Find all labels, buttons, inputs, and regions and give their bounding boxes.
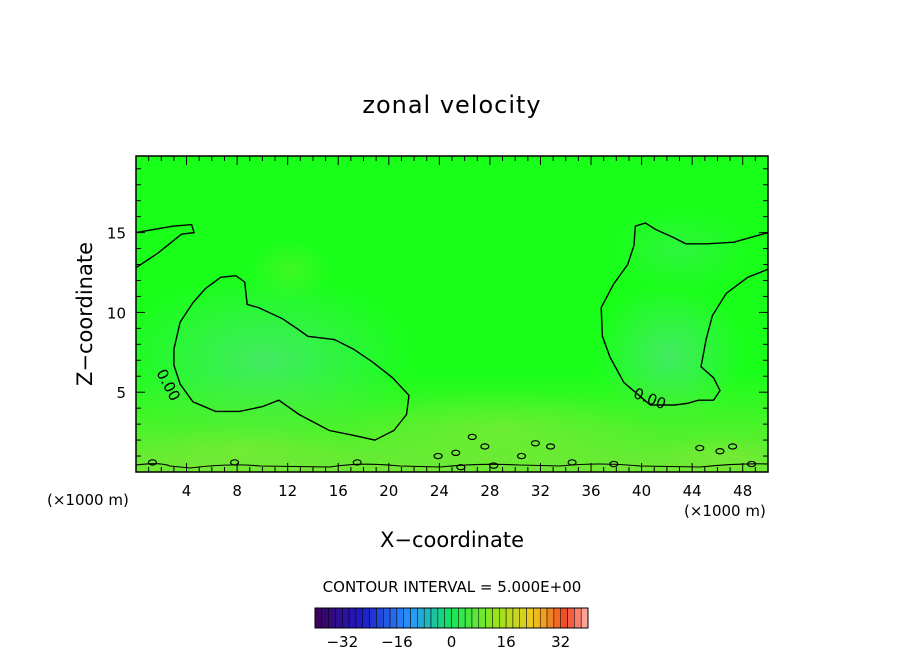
shade-surface-left xyxy=(136,425,350,472)
colorbar-frame xyxy=(314,607,589,629)
colorbar-segment xyxy=(355,607,364,629)
field-shading xyxy=(136,210,768,472)
colorbar xyxy=(314,607,589,629)
colorbar-segment xyxy=(369,607,377,629)
colorbar-segment xyxy=(328,607,336,629)
shade-upper-right xyxy=(610,210,750,290)
colorbar-tick-label: 16 xyxy=(497,633,516,651)
surface-contour-loop xyxy=(467,433,477,441)
colorbar-segment xyxy=(539,607,548,629)
colorbar-segment xyxy=(478,607,486,629)
y-tick-label: 5 xyxy=(116,384,126,402)
x-tick-label: 40 xyxy=(632,482,651,500)
y-tick-label: 15 xyxy=(107,225,126,243)
colorbar-segment xyxy=(430,607,439,629)
colorbar-segment xyxy=(471,607,480,629)
colorbar-tick-label: 0 xyxy=(447,633,457,651)
colorbar-segment xyxy=(437,607,445,629)
colorbar-segment xyxy=(423,607,432,629)
surface-contour-loop xyxy=(516,452,527,460)
x-tick-label: 24 xyxy=(430,482,449,500)
axis-ticks xyxy=(136,156,768,472)
surface-contour-line xyxy=(136,463,768,469)
zero-contour-left-blob xyxy=(173,274,410,441)
colorbar-segment xyxy=(526,607,534,629)
x-axis-label: X−coordinate xyxy=(380,528,524,552)
x-tick-label: 12 xyxy=(278,482,297,500)
surface-contour-loop xyxy=(451,449,461,457)
x-tick-label: 36 xyxy=(581,482,600,500)
surface-contour-loop xyxy=(147,459,158,466)
colorbar-segment xyxy=(362,607,370,629)
colorbar-segment xyxy=(499,607,507,629)
surface-contour-loop xyxy=(433,452,443,460)
colorbar-tick-label: 32 xyxy=(551,633,570,651)
x-tick-label: 48 xyxy=(733,482,752,500)
colorbar-tick-label: −16 xyxy=(381,633,413,651)
x-tick-label: 28 xyxy=(480,482,499,500)
y-tick-labels: 5 10 15 xyxy=(107,225,126,403)
zero-contour-left-edge xyxy=(136,223,196,269)
colorbar-segment xyxy=(417,607,425,629)
colorbar-segment xyxy=(519,607,527,629)
surface-contour-loop xyxy=(545,443,556,450)
surface-contour-loop xyxy=(480,443,490,450)
contour-layer xyxy=(136,222,768,441)
x-tick-label: 20 xyxy=(379,482,398,500)
colorbar-segment xyxy=(444,607,452,629)
colorbar-segment xyxy=(314,607,323,629)
x-unit-right-label: (×1000 m) xyxy=(684,502,766,520)
colorbar-segment xyxy=(403,607,411,629)
colorbar-segment xyxy=(560,607,568,629)
colorbar-segment xyxy=(342,607,350,629)
x-tick-label: 4 xyxy=(182,482,192,500)
colorbar-segment xyxy=(376,607,384,629)
colorbar-segment xyxy=(383,607,391,629)
colorbar-segment xyxy=(348,607,357,629)
x-tick-label: 16 xyxy=(329,482,348,500)
colorbar-segment xyxy=(335,607,343,629)
colorbar-segment xyxy=(505,607,514,629)
y-tick-label: 10 xyxy=(107,304,126,322)
surface-contour-loop xyxy=(728,443,738,450)
shade-surface-right xyxy=(660,435,768,472)
colorbar-segment xyxy=(451,607,459,629)
colorbar-segment xyxy=(458,607,466,629)
colorbar-segment xyxy=(389,607,398,629)
colorbar-segment xyxy=(553,607,561,629)
x-tick-label: 32 xyxy=(531,482,550,500)
x-unit-left-label: (×1000 m) xyxy=(47,491,129,509)
colorbar-segment xyxy=(574,607,582,629)
x-tick-label: 8 xyxy=(232,482,242,500)
surface-contour-loop xyxy=(530,440,541,447)
colorbar-segment xyxy=(321,607,329,629)
surface-contour-loop xyxy=(352,459,362,466)
shade-upper-mid xyxy=(250,240,330,300)
colorbar-tick-label: −32 xyxy=(326,633,358,651)
colorbar-segment xyxy=(546,607,555,629)
colorbar-segment xyxy=(580,607,589,629)
shade-surface-mid xyxy=(340,390,660,470)
plot-area: 0.00 0.00 xyxy=(135,155,769,473)
colorbar-segment xyxy=(492,607,500,629)
y-axis-label: Z−coordinate xyxy=(73,242,97,386)
surface-contour-loop xyxy=(695,444,705,452)
x-tick-label: 44 xyxy=(683,482,702,500)
surface-contour-loop xyxy=(715,448,725,455)
contour-interval-text: CONTOUR INTERVAL = 5.000E+00 xyxy=(323,578,582,596)
colorbar-segment xyxy=(512,607,520,629)
zero-contour-right-blob xyxy=(600,222,768,406)
colorbar-segment xyxy=(533,607,541,629)
x-tick-labels: 4 8 12 16 20 24 28 32 36 40 44 48 xyxy=(182,482,752,500)
colorbar-tick-labels: −32 −16 0 16 32 xyxy=(326,633,570,651)
chart-title: zonal velocity xyxy=(362,91,541,119)
colorbar-segment xyxy=(567,607,575,629)
colorbar-segment xyxy=(396,607,404,629)
colorbar-segment xyxy=(410,607,418,629)
colorbar-segment xyxy=(464,607,473,629)
surface-features xyxy=(136,433,768,471)
colorbar-segment xyxy=(485,607,493,629)
